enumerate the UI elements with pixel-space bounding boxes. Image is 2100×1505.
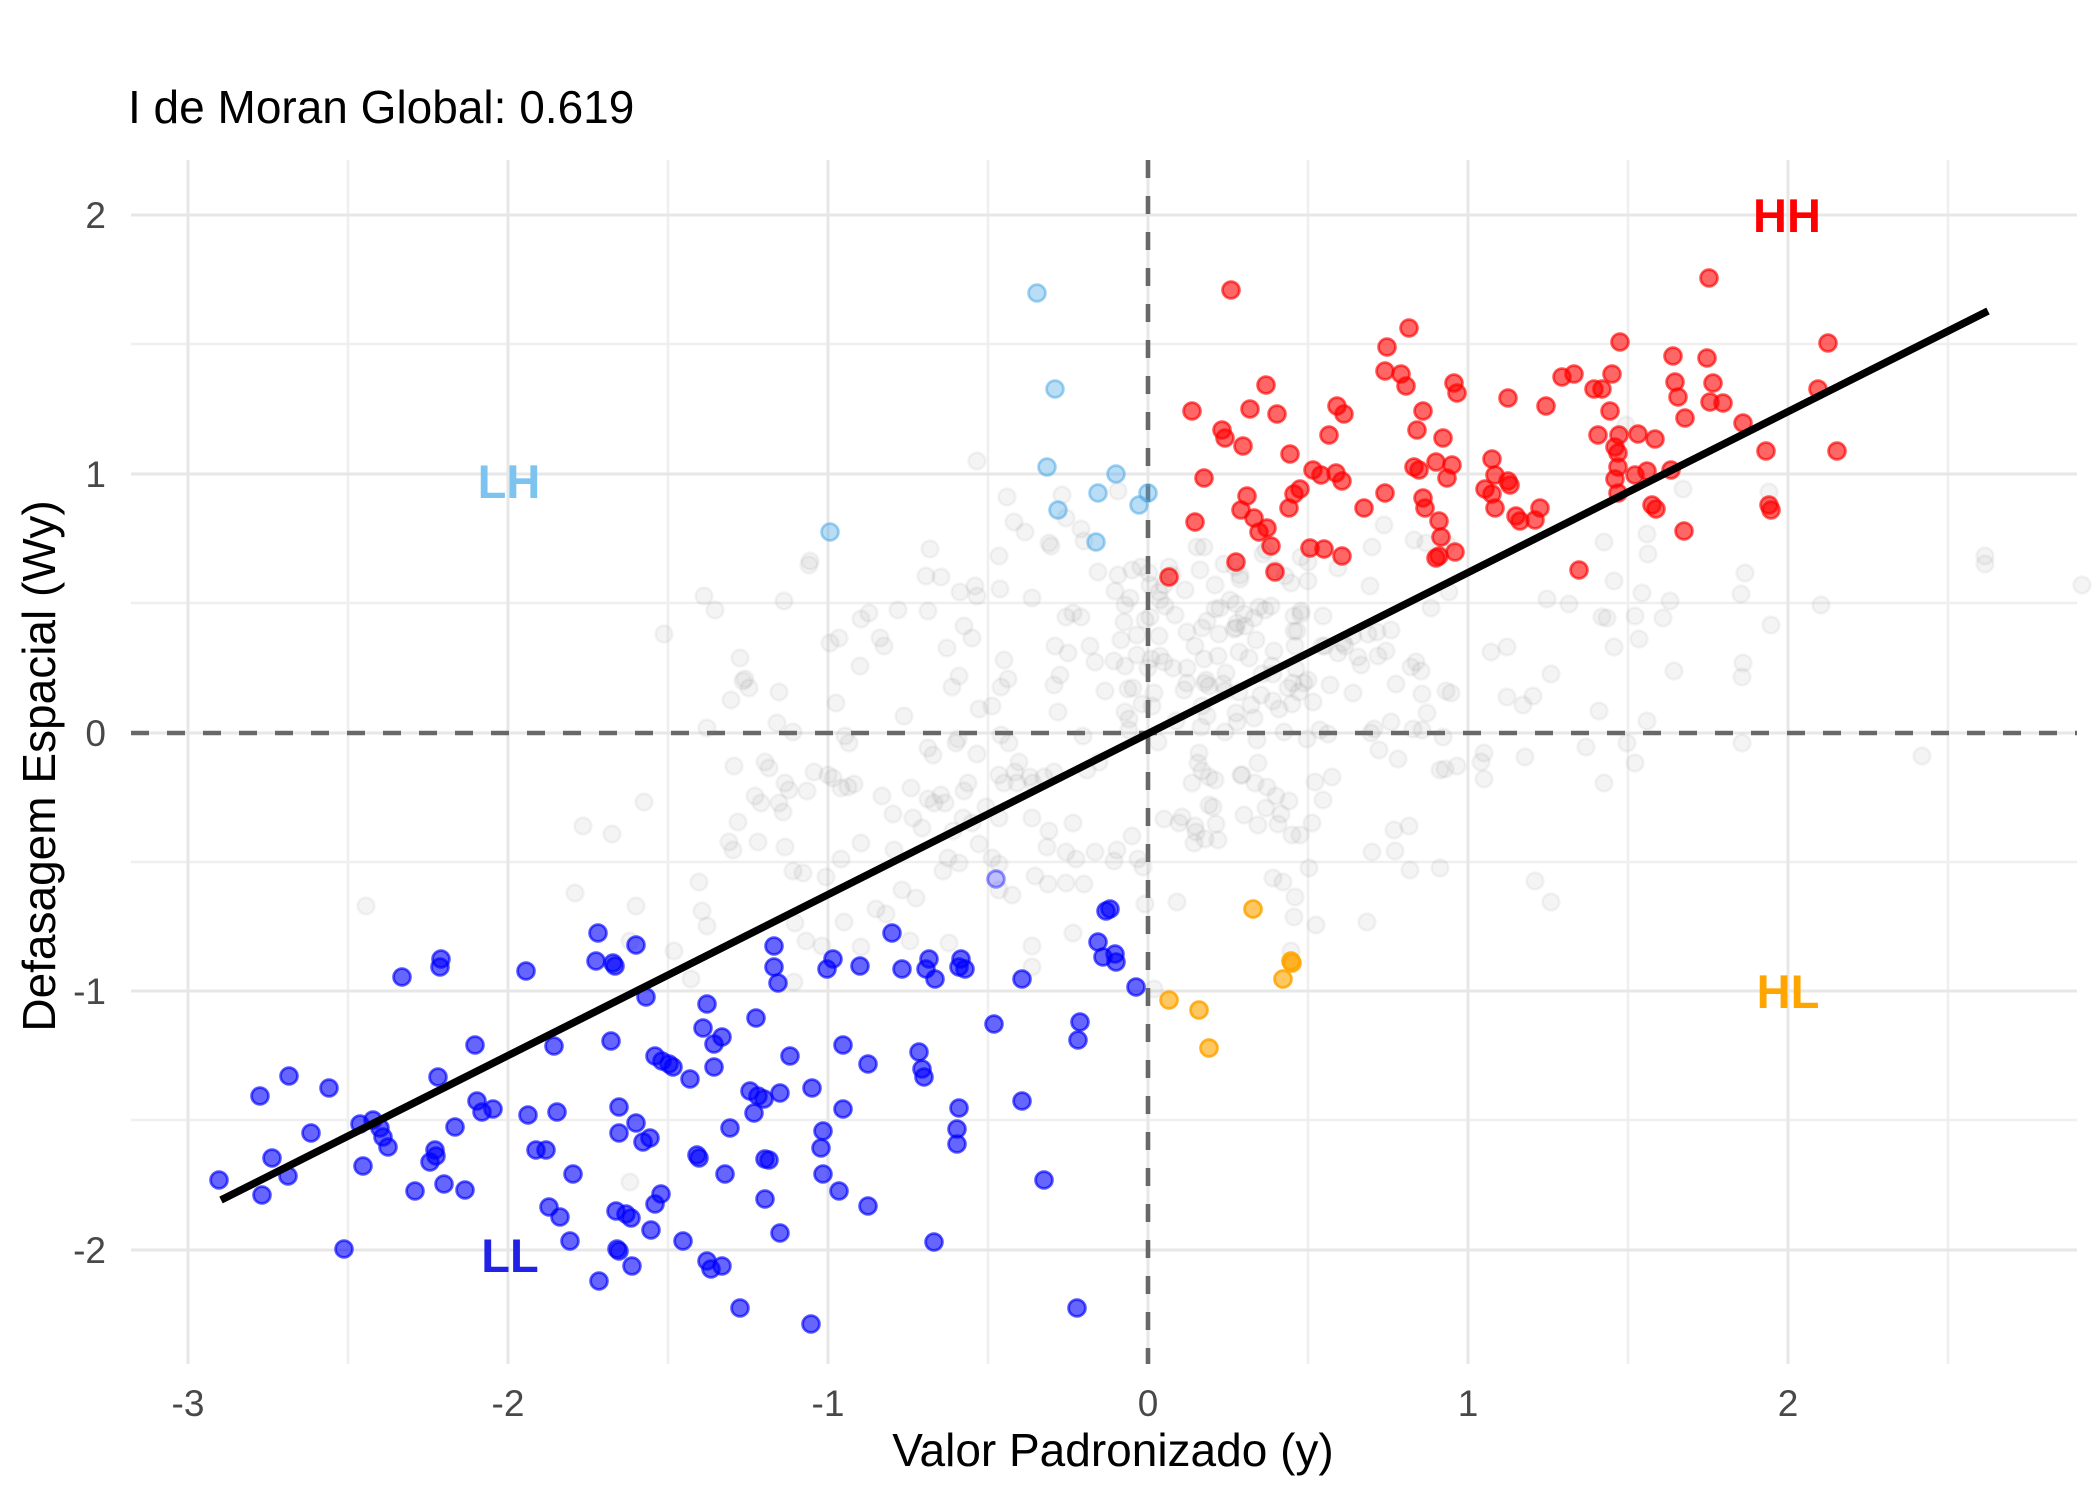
svg-text:LH: LH <box>478 455 541 508</box>
svg-text:1: 1 <box>1458 1383 1479 1424</box>
svg-text:2: 2 <box>1778 1383 1799 1424</box>
svg-text:LL: LL <box>481 1229 538 1282</box>
svg-text:2: 2 <box>85 195 106 236</box>
svg-text:-1: -1 <box>812 1383 845 1424</box>
svg-text:Valor Padronizado (y): Valor Padronizado (y) <box>892 1424 1333 1476</box>
svg-text:0: 0 <box>1138 1383 1159 1424</box>
svg-text:-3: -3 <box>172 1383 205 1424</box>
svg-text:HH: HH <box>1753 189 1821 242</box>
svg-text:Defasagem Espacial (Wy): Defasagem Espacial (Wy) <box>13 500 65 1031</box>
svg-text:-1: -1 <box>73 971 106 1012</box>
svg-text:I de Moran Global: 0.619: I de Moran Global: 0.619 <box>128 81 634 133</box>
svg-text:0: 0 <box>85 713 106 754</box>
svg-text:-2: -2 <box>492 1383 525 1424</box>
svg-text:HL: HL <box>1757 965 1820 1018</box>
svg-text:-2: -2 <box>73 1230 106 1271</box>
svg-text:1: 1 <box>85 454 106 495</box>
